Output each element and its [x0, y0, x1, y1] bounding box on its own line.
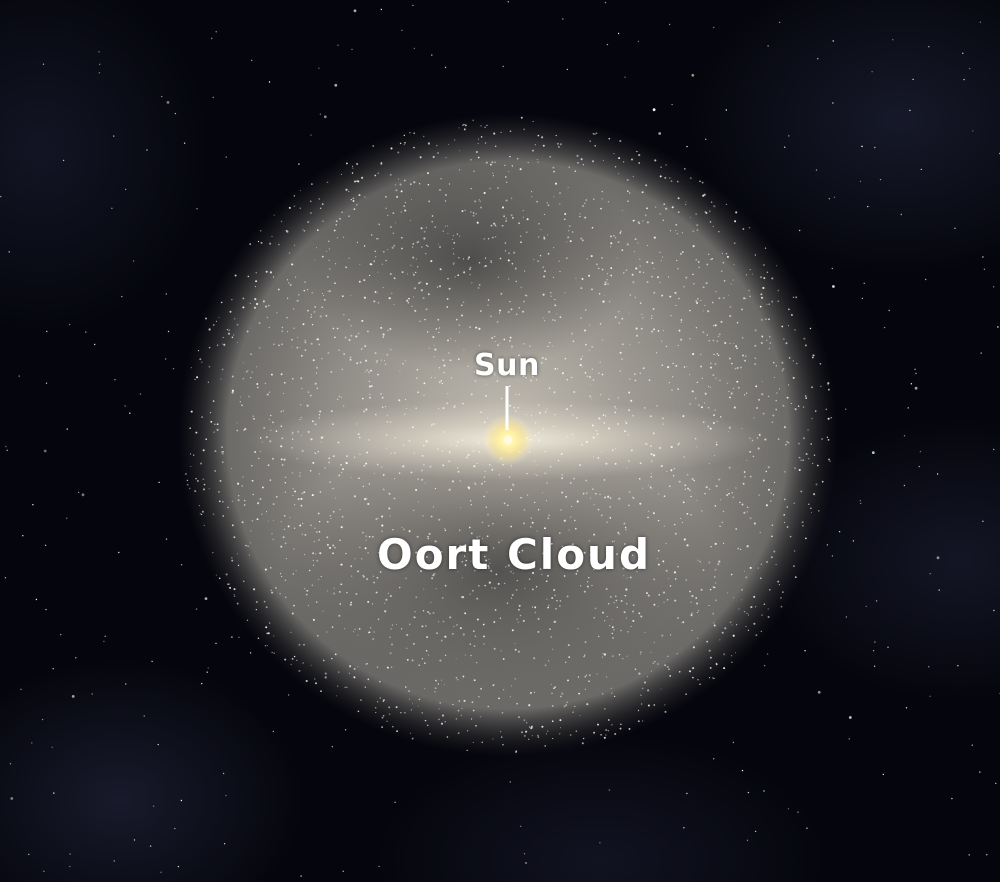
cloud-shadow-lower [280, 430, 720, 710]
oort-cloud-label: Oort Cloud [377, 530, 652, 579]
cloud-particles [184, 116, 832, 754]
sun-label: Sun [474, 348, 540, 383]
cloud-shadow-upper [300, 150, 640, 370]
sun-icon [504, 436, 512, 444]
